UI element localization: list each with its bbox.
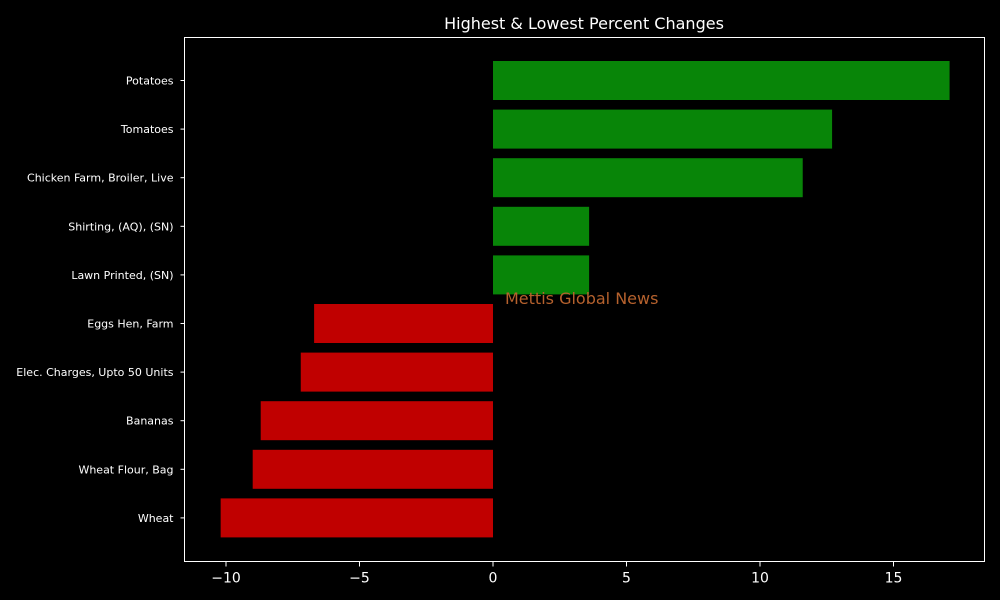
bar-9 xyxy=(220,498,493,538)
y-tick-label: Shirting, (AQ), (SN) xyxy=(68,220,173,233)
plot-frame xyxy=(184,37,985,562)
y-tick-label: Lawn Printed, (SN) xyxy=(71,269,173,282)
x-tick-label: 15 xyxy=(885,571,903,587)
y-tick-label: Potatoes xyxy=(126,75,174,88)
y-tick-label: Wheat xyxy=(138,512,174,525)
y-tick-label: Bananas xyxy=(126,415,174,428)
x-tick-label: 10 xyxy=(751,571,769,587)
bar-0 xyxy=(493,61,950,100)
y-tick-label: Wheat Flour, Bag xyxy=(78,463,173,476)
chart-title: Highest & Lowest Percent Changes xyxy=(444,14,724,33)
y-tick-label: Tomatoes xyxy=(120,123,174,136)
x-tick-label: −5 xyxy=(349,571,370,587)
y-tick-label: Elec. Charges, Upto 50 Units xyxy=(16,366,173,379)
bar-4 xyxy=(493,255,590,295)
bar-2 xyxy=(493,158,803,198)
x-tick-label: −10 xyxy=(211,571,241,587)
bar-6 xyxy=(300,352,493,392)
y-tick-label: Chicken Farm, Broiler, Live xyxy=(27,172,174,185)
y-axis: Potatoes Tomatoes Chicken Farm, Broiler, L… xyxy=(16,75,185,525)
bar-1 xyxy=(493,109,833,149)
x-tick-label: 0 xyxy=(489,571,498,587)
bar-8 xyxy=(252,449,493,489)
bar-5 xyxy=(314,304,493,343)
x-axis: −10 −5 0 5 10 15 xyxy=(211,561,903,587)
y-tick-label: Eggs Hen, Farm xyxy=(87,318,173,331)
bar-7 xyxy=(260,401,493,441)
x-tick-label: 5 xyxy=(622,571,631,587)
bar-3 xyxy=(493,206,590,246)
bars-group xyxy=(220,61,950,538)
watermark-text: Mettis Global News xyxy=(505,289,658,308)
